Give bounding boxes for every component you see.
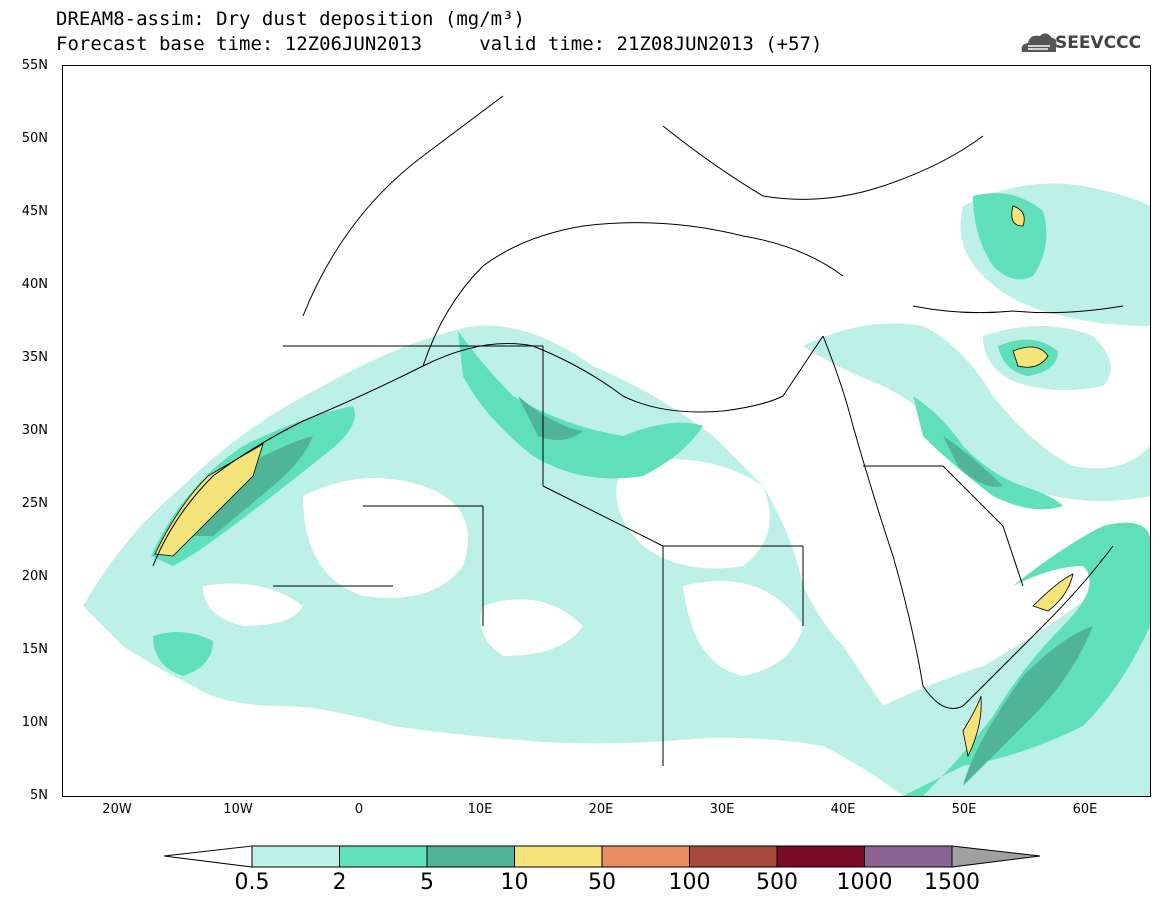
lat-label-20n: 20N — [21, 569, 48, 584]
coastline-borders — [152, 95, 1124, 766]
colorbar-label: 5 — [420, 870, 434, 895]
colorbar-label: 100 — [668, 870, 711, 895]
colorbar-high-arrow — [951, 845, 1041, 868]
lon-label-60e: 60E — [1072, 802, 1098, 817]
colorbar-box — [864, 845, 953, 868]
cloud-logo-icon — [1021, 33, 1057, 52]
lat-label-55n: 55N — [21, 58, 48, 73]
lon-label-40e: 40E — [830, 802, 856, 817]
lon-label-50e: 50E — [951, 802, 977, 817]
lat-label-45n: 45N — [21, 204, 48, 219]
colorbar-box — [601, 845, 690, 868]
lat-label-35n: 35N — [21, 350, 48, 365]
lon-label-0: 0 — [354, 802, 364, 817]
colorbar-label: 2 — [332, 870, 347, 895]
colorbar-label: 50 — [588, 870, 616, 895]
colorbar-box — [339, 845, 428, 868]
lat-label-50n: 50N — [21, 131, 48, 146]
lat-label-25n: 25N — [21, 496, 48, 511]
map-title: DREAM8-assim: Dry dust deposition (mg/m³… — [56, 8, 525, 30]
lon-label-20w: 20W — [102, 802, 132, 817]
lat-label-5n: 5N — [30, 788, 48, 803]
forecast-time-line: Forecast base time: 12Z06JUN2013 valid t… — [56, 33, 823, 55]
colorbar-label: 1500 — [924, 870, 980, 895]
colorbar-label: 10 — [500, 870, 529, 895]
logo-text: SEEVCCC — [1055, 33, 1142, 53]
colorbar — [163, 845, 1041, 868]
colorbar-box — [251, 845, 340, 868]
lon-label-30e: 30E — [709, 802, 735, 817]
colorbar-label: 1000 — [836, 870, 893, 895]
lon-label-20e: 20E — [588, 802, 614, 817]
colorbar-box — [514, 845, 603, 868]
colorbar-box — [776, 845, 865, 868]
lat-label-40n: 40N — [21, 277, 48, 292]
colorbar-label: 500 — [756, 870, 798, 895]
colorbar-label: 0.5 — [234, 870, 270, 895]
lat-label-15n: 15N — [21, 642, 48, 657]
colorbar-box — [426, 845, 515, 868]
dust-deposition-map — [62, 65, 1151, 797]
colorbar-low-arrow — [163, 845, 253, 868]
lon-label-10w: 10W — [223, 802, 253, 817]
lat-label-30n: 30N — [21, 423, 48, 438]
lat-label-10n: 10N — [21, 715, 48, 730]
dust-band-10 — [154, 205, 1074, 758]
colorbar-box — [689, 845, 778, 868]
lon-label-10e: 10E — [467, 802, 493, 817]
